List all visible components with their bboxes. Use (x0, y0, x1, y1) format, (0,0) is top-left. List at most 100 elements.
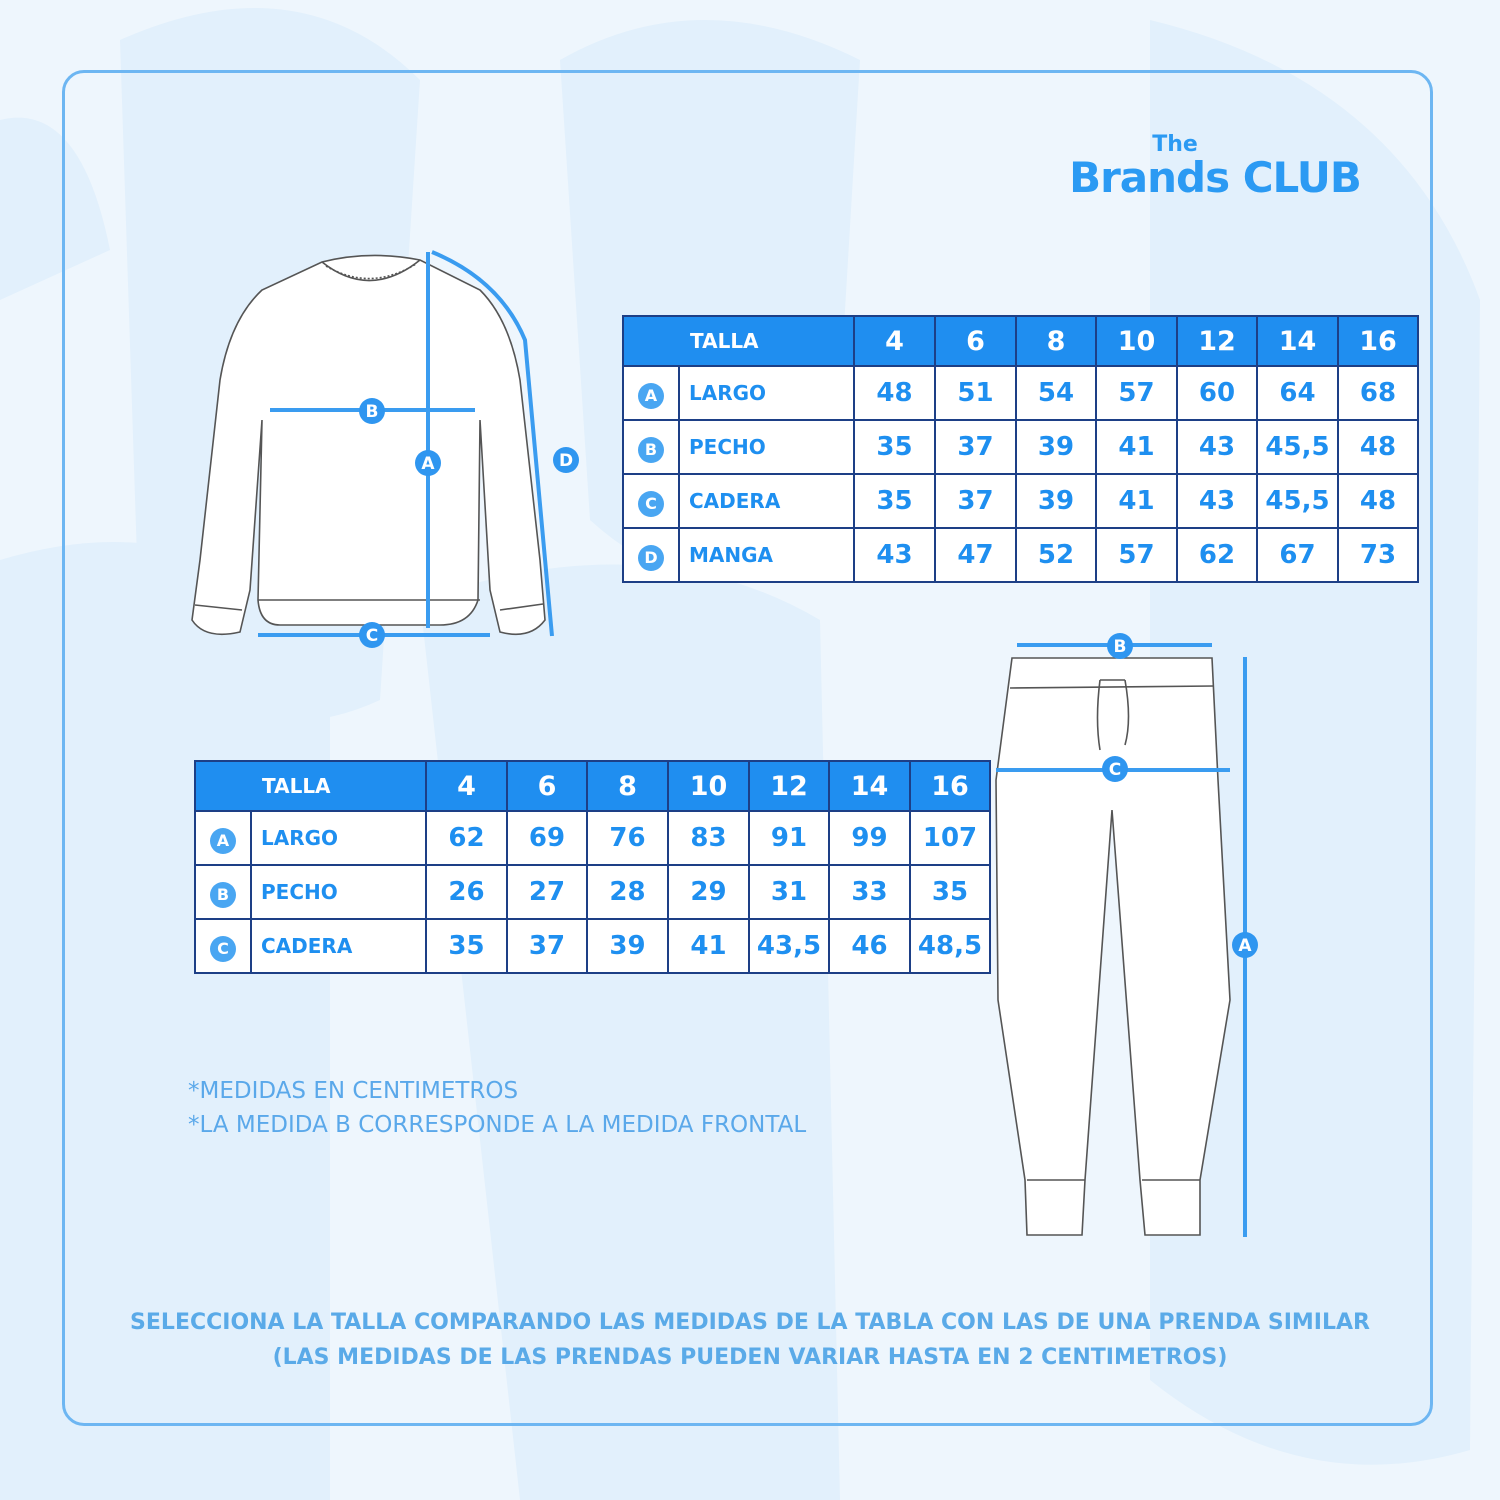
size-header: 8 (1015, 315, 1097, 367)
measure-value: 45,5 (1256, 473, 1339, 529)
measure-value: 37 (934, 473, 1017, 529)
measure-key-icon: C (210, 935, 236, 962)
measure-value: 107 (909, 810, 991, 866)
measure-value: 57 (1095, 527, 1178, 583)
sweater-marker-c: C (366, 626, 378, 646)
table-row: B PECHO 26 27 28 29 31 33 35 (194, 864, 991, 920)
pants-marker-c: C (1109, 760, 1121, 780)
brand-logo: The Brands CLUB (1060, 132, 1370, 202)
sweater-size-table: TALLA 4 6 8 10 12 14 16 A LARGO 48 51 54 57 60 64 68 B PEC… (622, 315, 1419, 583)
content-frame (62, 70, 1433, 1426)
size-header: 10 (667, 760, 750, 812)
size-header: 4 (853, 315, 936, 367)
size-header: 16 (1337, 315, 1419, 367)
measure-value: 64 (1256, 365, 1339, 421)
talla-header: TALLA (622, 315, 855, 367)
measure-key-icon: B (210, 881, 236, 908)
measure-value: 39 (1015, 419, 1097, 475)
measure-value: 35 (853, 473, 936, 529)
measure-value: 33 (828, 864, 911, 920)
table-row: C CADERA 35 37 39 41 43,5 46 48,5 (194, 918, 991, 974)
size-header: 4 (425, 760, 508, 812)
pants-size-table: TALLA 4 6 8 10 12 14 16 A LARGO 62 69 76 83 91 99 107 B PE… (194, 760, 991, 974)
note-units: *MEDIDAS EN CENTIMETROS (188, 1078, 519, 1104)
measure-value: 99 (828, 810, 911, 866)
footer-line1: SELECCIONA LA TALLA COMPARANDO LAS MEDID… (130, 1310, 1370, 1335)
measure-value: 76 (586, 810, 669, 866)
table-row: A LARGO 48 51 54 57 60 64 68 (622, 365, 1419, 421)
table-row: B PECHO 35 37 39 41 43 45,5 48 (622, 419, 1419, 475)
measure-markers: A B C D B C A (359, 398, 1258, 958)
footer-line2: (LAS MEDIDAS DE LAS PRENDAS PUEDEN VARIA… (272, 1345, 1228, 1370)
measure-label: CADERA (250, 918, 427, 974)
measure-value: 46 (828, 918, 911, 974)
measure-value: 60 (1176, 365, 1258, 421)
pants-marker-b: B (1114, 637, 1127, 657)
footer-instructions: SELECCIONA LA TALLA COMPARANDO LAS MEDID… (0, 1305, 1500, 1375)
pants-illustration (995, 657, 1231, 1236)
measure-value: 52 (1015, 527, 1097, 583)
size-header: 8 (586, 760, 669, 812)
measure-label: LARGO (250, 810, 427, 866)
measure-value: 69 (506, 810, 588, 866)
measure-key-icon: C (638, 490, 664, 517)
measure-label: MANGA (678, 527, 855, 583)
measure-value: 48 (1337, 419, 1419, 475)
table-row: A LARGO 62 69 76 83 91 99 107 (194, 810, 991, 866)
measure-value: 39 (1015, 473, 1097, 529)
measure-value: 35 (909, 864, 991, 920)
size-header: 6 (934, 315, 1017, 367)
size-header: 12 (748, 760, 830, 812)
measure-value: 39 (586, 918, 669, 974)
measure-value: 37 (934, 419, 1017, 475)
logo-line1: The (1152, 132, 1198, 157)
header-row: TALLA 4 6 8 10 12 14 16 (622, 315, 1419, 367)
measure-value: 62 (1176, 527, 1258, 583)
measure-value: 48 (1337, 473, 1419, 529)
measure-value: 29 (667, 864, 750, 920)
measure-value: 67 (1256, 527, 1339, 583)
size-header: 6 (506, 760, 588, 812)
sweater-illustration (191, 254, 546, 636)
measure-value: 41 (1095, 473, 1178, 529)
measure-value: 28 (586, 864, 669, 920)
measure-value: 35 (853, 419, 936, 475)
sweater-marker-a: A (421, 454, 435, 474)
measure-value: 48,5 (909, 918, 991, 974)
size-header: 12 (1176, 315, 1258, 367)
measure-label: LARGO (678, 365, 855, 421)
table-row: C CADERA 35 37 39 41 43 45,5 48 (622, 473, 1419, 529)
measure-value: 48 (853, 365, 936, 421)
measure-value: 26 (425, 864, 508, 920)
logo-line2: Brands CLUB (1069, 153, 1362, 202)
notes: *MEDIDAS EN CENTIMETROS *LA MEDIDA B COR… (188, 1074, 806, 1142)
size-header: 16 (909, 760, 991, 812)
measure-value: 62 (425, 810, 508, 866)
header-row: TALLA 4 6 8 10 12 14 16 (194, 760, 991, 812)
measure-value: 68 (1337, 365, 1419, 421)
size-header: 10 (1095, 315, 1178, 367)
measure-value: 43,5 (748, 918, 830, 974)
measure-value: 31 (748, 864, 830, 920)
measure-label: CADERA (678, 473, 855, 529)
measure-value: 27 (506, 864, 588, 920)
measure-value: 45,5 (1256, 419, 1339, 475)
measure-value: 43 (1176, 419, 1258, 475)
measure-key-icon: A (210, 827, 236, 854)
measure-label: PECHO (250, 864, 427, 920)
measure-key-icon: B (638, 436, 664, 463)
measure-label: PECHO (678, 419, 855, 475)
sweater-marker-d: D (559, 451, 573, 471)
table-row: D MANGA 43 47 52 57 62 67 73 (622, 527, 1419, 583)
note-measure-b: *LA MEDIDA B CORRESPONDE A LA MEDIDA FRO… (188, 1112, 807, 1138)
measure-value: 54 (1015, 365, 1097, 421)
pants-marker-a: A (1238, 936, 1252, 956)
measure-value: 57 (1095, 365, 1178, 421)
measure-value: 73 (1337, 527, 1419, 583)
measure-key-icon: D (638, 544, 664, 571)
measure-value: 91 (748, 810, 830, 866)
measure-key-icon: A (638, 382, 664, 409)
measure-value: 83 (667, 810, 750, 866)
measure-value: 43 (1176, 473, 1258, 529)
